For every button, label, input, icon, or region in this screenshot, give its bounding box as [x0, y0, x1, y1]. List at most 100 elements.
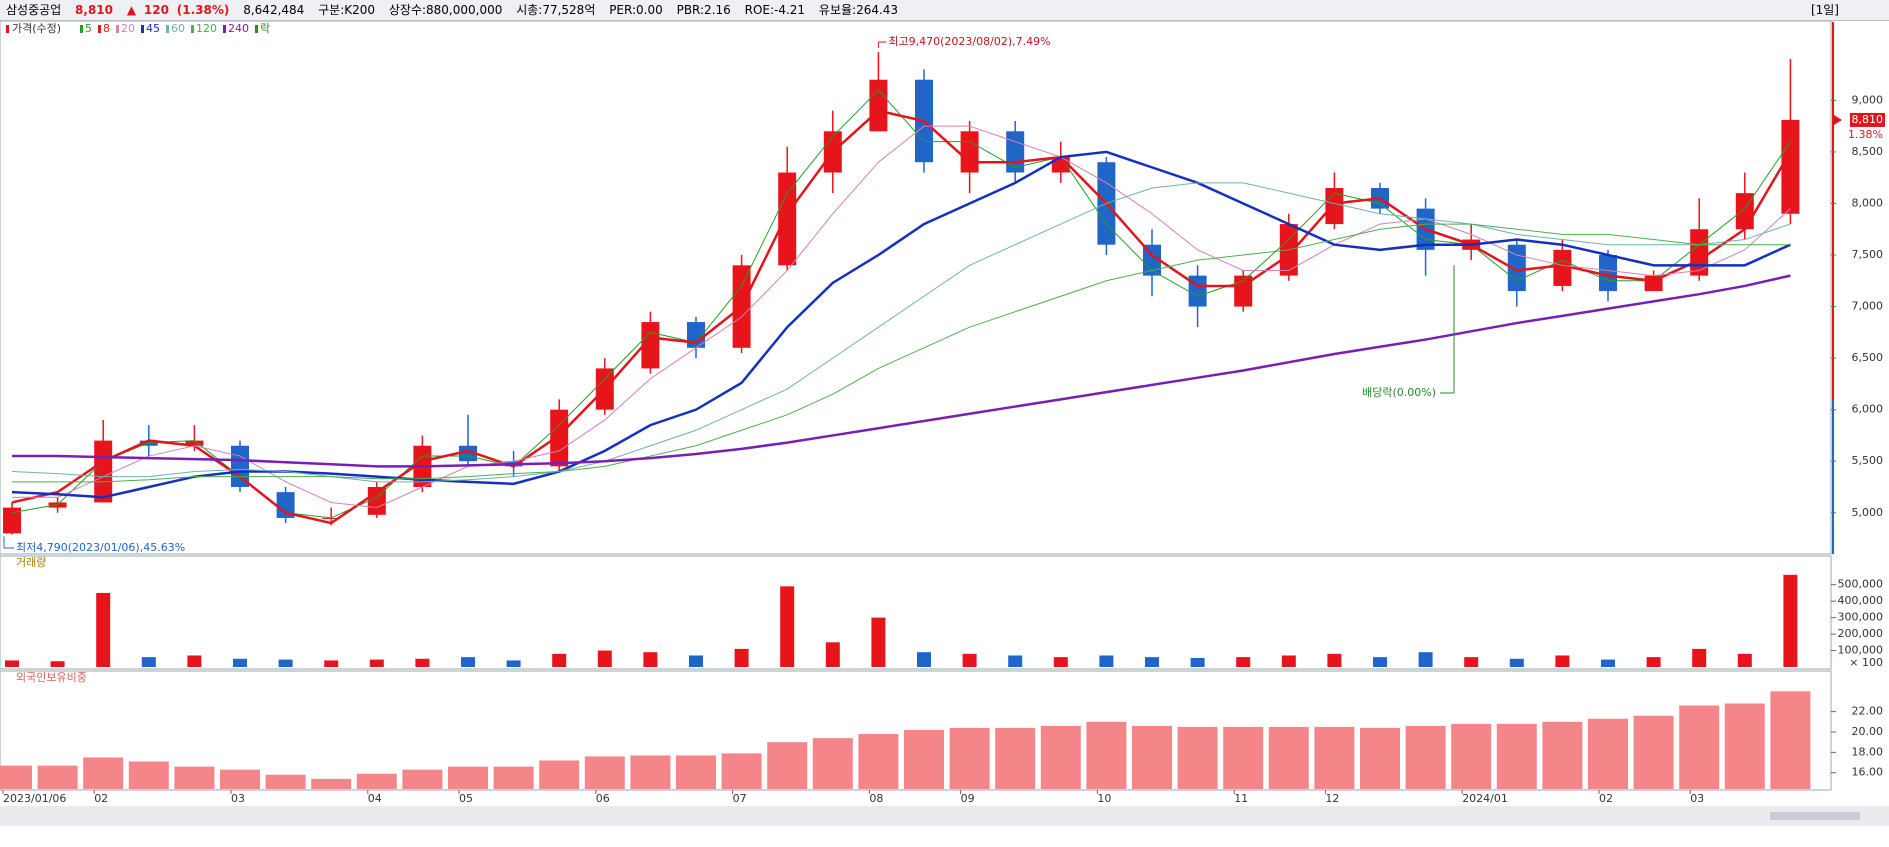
bar: [311, 778, 352, 789]
last-price-box: [1850, 112, 1885, 127]
change: 120: [143, 3, 169, 17]
candle-body: [778, 172, 797, 266]
ma-line: [12, 125, 1791, 509]
bar: [1132, 725, 1172, 789]
legend-swatch: [116, 25, 119, 33]
scrollbar[interactable]: [0, 806, 1889, 826]
bar: [493, 766, 534, 789]
x-tick-label: 04: [368, 792, 382, 805]
bar: [1314, 726, 1355, 789]
bar: [904, 729, 944, 789]
legend-swatch: [223, 25, 226, 33]
bar: [324, 660, 339, 667]
dividend-annotation: 배당락(0.00%): [1362, 386, 1436, 399]
bar: [734, 648, 749, 667]
candle-body: [276, 492, 295, 518]
scroll-thumb[interactable]: [1770, 812, 1860, 820]
bar: [1783, 574, 1798, 667]
bar: [141, 657, 156, 667]
high-annotation: 최고9,470(2023/08/02),7.49%: [888, 35, 1050, 48]
shares: 상장수:880,000,000: [388, 3, 503, 17]
y-tick-label: 400,000: [1838, 594, 1884, 607]
candle-body: [48, 502, 67, 508]
legend-label: 8: [103, 22, 110, 35]
volume: 8,642,484: [243, 3, 305, 17]
bar: [812, 738, 853, 789]
y-tick-label: 500,000: [1838, 578, 1884, 591]
bar: [949, 727, 990, 789]
bar: [369, 659, 384, 667]
bar: [597, 650, 612, 667]
bar: [1040, 725, 1081, 789]
bar: [1509, 658, 1524, 667]
y-tick-label: 300,000: [1838, 611, 1884, 624]
bar: [1223, 726, 1264, 789]
candle-body: [1599, 255, 1617, 292]
bar: [233, 658, 247, 667]
last-price: 8,810: [1852, 113, 1884, 126]
market-cap: 시총:77,528억: [516, 3, 596, 17]
y-tick-label: 200,000: [1838, 627, 1884, 640]
x-tick-label: 2023/01/06: [3, 792, 66, 805]
x-tick-label: 03: [1690, 792, 1704, 805]
page: {"header":{"name":"삼성중공업","price":"8,810…: [0, 0, 1889, 826]
bar: [265, 774, 306, 789]
legend-label: 가격(수정): [12, 22, 61, 35]
legend-swatch: [6, 25, 9, 33]
volume-panel: [0, 555, 1832, 670]
legend-label: 락: [260, 22, 270, 35]
bar: [461, 657, 475, 667]
y-tick-label: 7,000: [1852, 300, 1884, 313]
bar: [1177, 726, 1218, 789]
arrow: ▲: [126, 3, 137, 17]
legend-label: 45: [146, 22, 160, 35]
panel-title: 외국인보유비중: [16, 671, 87, 684]
bar: [1770, 691, 1811, 789]
bar: [780, 586, 795, 667]
bar: [1737, 653, 1752, 667]
y-tick-label: 8,500: [1852, 145, 1884, 158]
x-tick-label: 2024/01: [1462, 792, 1508, 805]
x-tick-label: 06: [596, 792, 610, 805]
x-tick-label: 12: [1325, 792, 1339, 805]
bar: [1086, 721, 1127, 789]
bar: [356, 773, 397, 789]
bar: [128, 761, 169, 789]
bar: [1405, 725, 1446, 789]
bar: [1360, 727, 1400, 789]
period[interactable]: [1일]: [1810, 3, 1839, 17]
bar: [917, 652, 931, 667]
x-tick-label: 02: [94, 792, 108, 805]
last-marker: [1834, 114, 1842, 125]
bar: [1724, 703, 1765, 789]
bar: [1268, 726, 1309, 789]
bar: [1633, 715, 1674, 789]
bar: [871, 617, 886, 667]
y-tick-label: 20.00: [1852, 725, 1884, 738]
chart: 5,000 5,500 6,000 6,500 7,000 7,500 8,000 8,500…: [0, 21, 1889, 826]
low-annotation: 최저4,790(2023/01/06),45.63%: [16, 541, 185, 554]
y-tick-label: 5,500: [1852, 454, 1884, 467]
bar: [1327, 653, 1342, 667]
ma-line: [11, 109, 1792, 525]
reserve: 유보율:264.43: [818, 3, 899, 17]
bar: [995, 727, 1036, 789]
last-change: 1.38%: [1848, 128, 1883, 141]
ma-line: [11, 150, 1791, 499]
y-tick-label: 6,500: [1852, 351, 1884, 364]
y-tick-label: 9,000: [1852, 93, 1884, 106]
bar: [0, 765, 32, 789]
bar: [825, 642, 840, 667]
bar: [415, 658, 430, 667]
bar: [721, 753, 762, 789]
x-tick-label: 11: [1234, 792, 1248, 805]
bar: [174, 766, 215, 789]
ma-line: [12, 274, 1791, 468]
bar: [676, 755, 716, 789]
pbr: PBR:2.16: [676, 3, 731, 17]
foreign-panel: [0, 670, 1832, 791]
candle-body: [869, 79, 888, 132]
candle-body: [1553, 249, 1572, 286]
change-rate: (1.38%): [176, 3, 230, 17]
bar: [1099, 655, 1114, 667]
